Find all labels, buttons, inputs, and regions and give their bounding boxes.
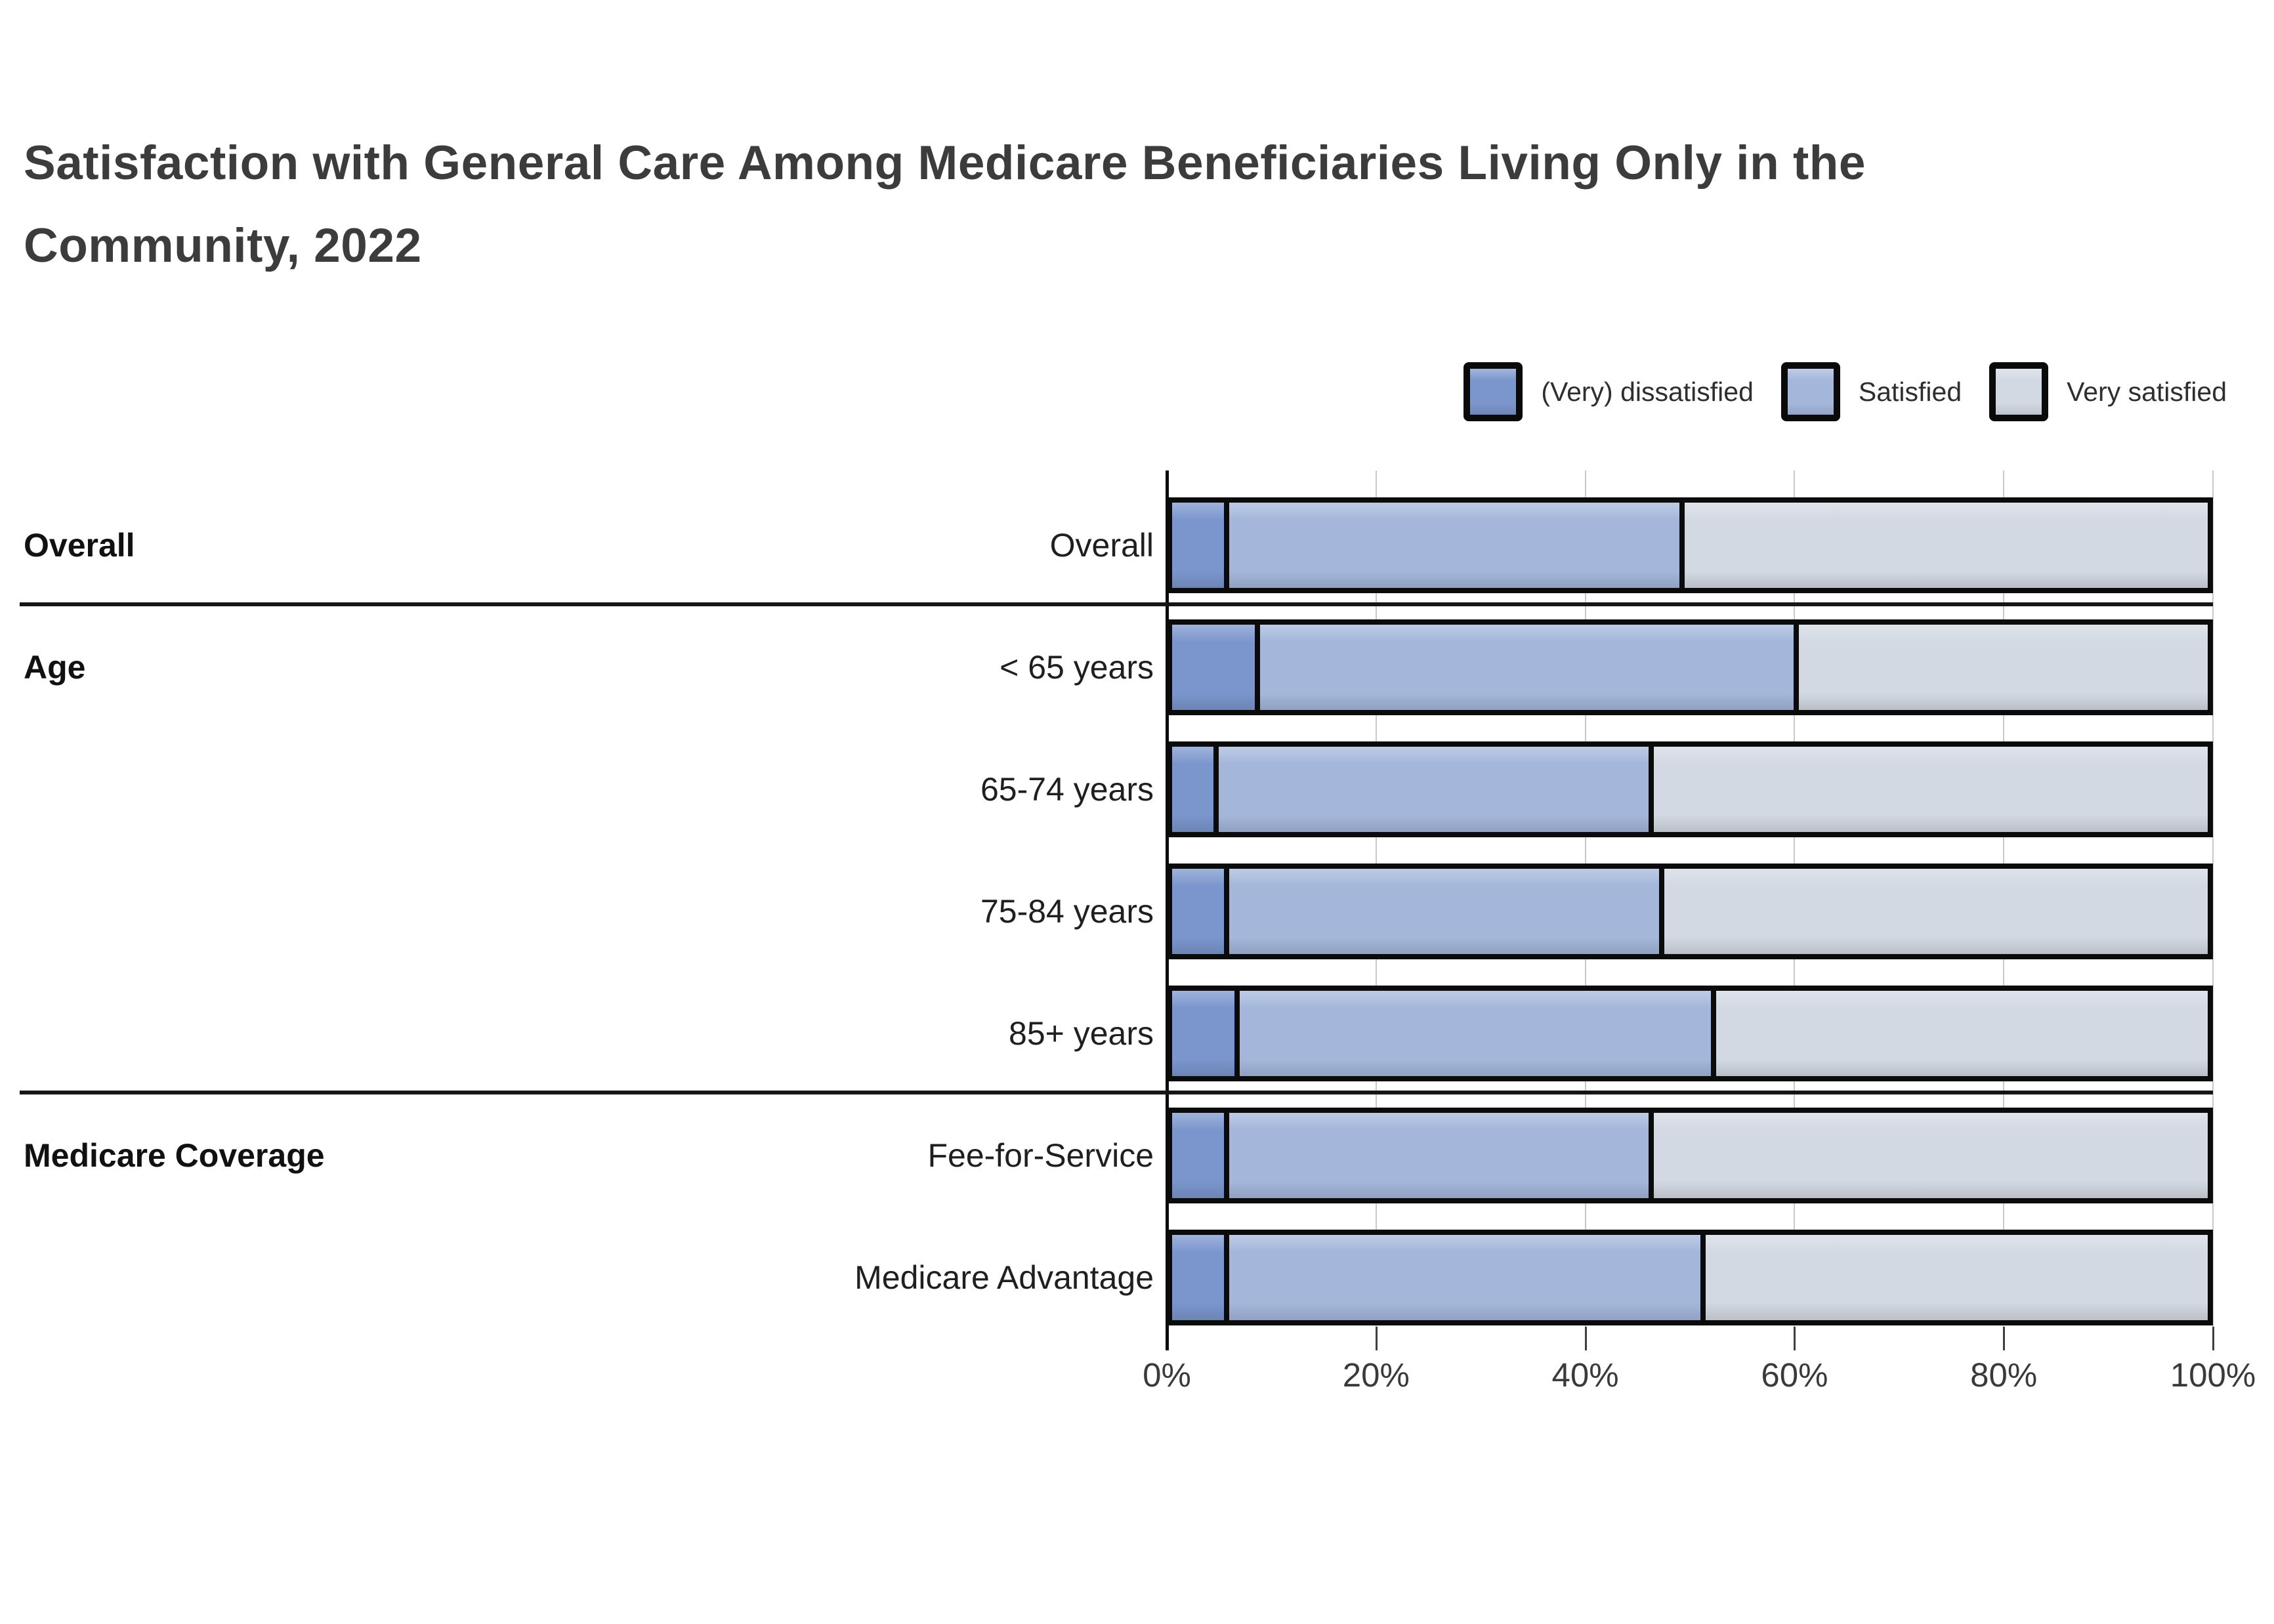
segment-very-satisfied — [1658, 869, 2208, 954]
bar-row-3 — [1167, 741, 2213, 837]
legend-label: Satisfied — [1858, 376, 1962, 407]
segment-dissatisfied — [1172, 869, 1224, 954]
axis-tick-60 — [1794, 1327, 1796, 1350]
group-label-0: Overall — [24, 527, 135, 564]
segment-satisfied — [1223, 869, 1659, 954]
axis-tick-label-40: 40% — [1551, 1356, 1619, 1394]
axis-tick-40 — [1584, 1327, 1587, 1350]
segment-very-satisfied — [1710, 991, 2208, 1076]
segment-satisfied — [1223, 1235, 1700, 1320]
page-title: Satisfaction with General Care Among Med… — [24, 122, 2248, 287]
group-separator-1 — [20, 1091, 2213, 1094]
row-label: Overall — [1049, 527, 1154, 564]
segment-satisfied — [1223, 1113, 1649, 1198]
segment-satisfied — [1213, 747, 1649, 832]
bar-row-4 — [1167, 864, 2213, 959]
axis-tick-label-20: 20% — [1342, 1356, 1410, 1394]
page-title-line1: Satisfaction with General Care Among Med… — [24, 136, 1866, 190]
bar-row-7 — [1167, 1230, 2213, 1325]
segment-very-satisfied — [1648, 1113, 2208, 1198]
row-label: 75-84 years — [980, 893, 1154, 930]
row-label: 65-74 years — [980, 771, 1154, 808]
bar-row-1 — [1167, 497, 2213, 593]
row-label: 85+ years — [1009, 1015, 1154, 1052]
legend-item-3: Very satisfied — [1989, 362, 2227, 421]
legend-item-1: (Very) dissatisfied — [1463, 362, 1754, 421]
segment-dissatisfied — [1172, 991, 1234, 1076]
axis-tick-80 — [2003, 1327, 2006, 1350]
legend-swatch-icon — [1989, 362, 2049, 421]
axis-tick-100 — [2212, 1327, 2214, 1350]
segment-very-satisfied — [1679, 503, 2208, 588]
row-label: < 65 years — [1000, 649, 1154, 686]
axis-tick-label-0: 0% — [1143, 1356, 1191, 1394]
legend-label: (Very) dissatisfied — [1541, 376, 1754, 407]
segment-satisfied — [1255, 625, 1794, 710]
gridline-100 — [2212, 470, 2214, 1327]
segment-very-satisfied — [1700, 1235, 2208, 1320]
axis-tick-label-80: 80% — [1970, 1356, 2038, 1394]
segment-satisfied — [1223, 503, 1680, 588]
segment-very-satisfied — [1793, 625, 2208, 710]
legend-swatch-icon — [1780, 362, 1840, 421]
legend: (Very) dissatisfied Satisfied Very satisfi… — [1463, 362, 2227, 421]
segment-dissatisfied — [1172, 1113, 1224, 1198]
segment-dissatisfied — [1172, 625, 1255, 710]
segment-satisfied — [1234, 991, 1711, 1076]
bar-row-2 — [1167, 619, 2213, 715]
group-label-1: Age — [24, 649, 86, 686]
axis-tick-label-100: 100% — [2170, 1356, 2256, 1394]
segment-dissatisfied — [1172, 747, 1214, 832]
row-label: Fee-for-Service — [927, 1137, 1154, 1174]
group-separator-0 — [20, 602, 2213, 606]
y-axis-line — [1166, 470, 1169, 1350]
segment-very-satisfied — [1648, 747, 2208, 832]
group-label-2: Medicare Coverage — [24, 1137, 325, 1174]
legend-label: Very satisfied — [2067, 376, 2227, 407]
axis-tick-label-60: 60% — [1761, 1356, 1828, 1394]
page-title-line2: Community, 2022 — [24, 219, 422, 272]
legend-swatch-icon — [1463, 362, 1523, 421]
segment-dissatisfied — [1172, 1235, 1224, 1320]
bar-row-6 — [1167, 1108, 2213, 1203]
bar-row-5 — [1167, 986, 2213, 1081]
row-label: Medicare Advantage — [854, 1259, 1154, 1296]
axis-tick-20 — [1375, 1327, 1378, 1350]
segment-dissatisfied — [1172, 503, 1224, 588]
legend-item-2: Satisfied — [1780, 362, 1962, 421]
